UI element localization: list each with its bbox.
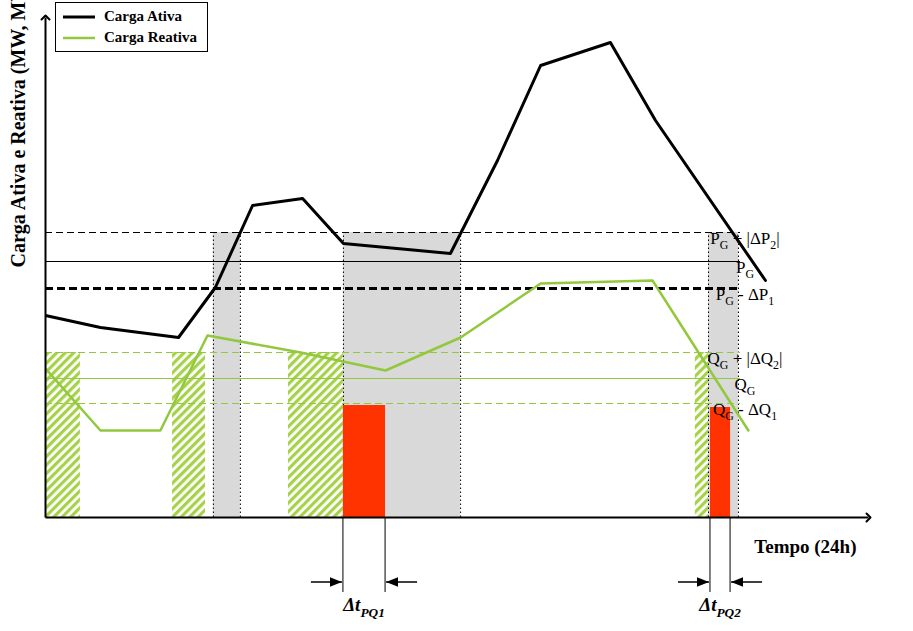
svg-text:PG + |ΔP2|: PG + |ΔP2|	[710, 229, 779, 252]
svg-text:QG - ΔQ1: QG - ΔQ1	[713, 400, 777, 423]
svg-text:ΔtPQ2: ΔtPQ2	[698, 594, 741, 620]
svg-text:QG + |ΔQ2|: QG + |ΔQ2|	[708, 349, 783, 372]
svg-text:Tempo (24h): Tempo (24h)	[754, 536, 856, 558]
html-text:Carga Ativa: Carga Ativa	[104, 8, 182, 24]
svg-text:PG - ΔP1: PG - ΔP1	[716, 285, 775, 308]
html-text:Carga Reativa: Carga Reativa	[104, 29, 197, 45]
svg-text:PG: PG	[736, 258, 754, 281]
svg-text:ΔtPQ1: ΔtPQ1	[342, 594, 385, 620]
svg-text:QG: QG	[735, 375, 756, 398]
svg-text:Carga Ativa e Reativa (MW, MVA: Carga Ativa e Reativa (MW, MVAr)	[7, 0, 30, 268]
